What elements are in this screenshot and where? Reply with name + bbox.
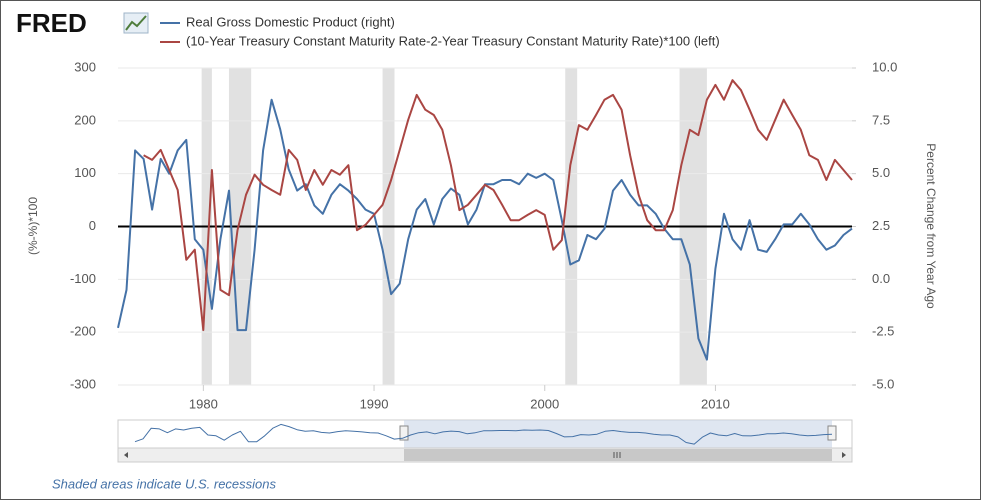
navigator-selection[interactable] — [404, 420, 832, 448]
y2-tick-label: 5.0 — [872, 165, 890, 180]
y-tick-label: -300 — [70, 376, 96, 391]
x-tick-label: 1980 — [189, 396, 218, 411]
y-tick-label: 200 — [74, 112, 96, 127]
x-tick-label: 2010 — [701, 396, 730, 411]
y2-tick-label: -5.0 — [872, 376, 894, 391]
scrollbar-grip — [613, 452, 621, 458]
navigator-line — [134, 423, 833, 445]
scroll-left[interactable] — [124, 452, 128, 458]
y2-tick-label: 10.0 — [872, 59, 897, 74]
logo: FRED — [16, 8, 87, 38]
navigator-handle[interactable] — [399, 425, 409, 441]
navigator-handle[interactable] — [827, 425, 837, 441]
y-tick-label: 300 — [74, 59, 96, 74]
navigator — [117, 419, 853, 463]
y-tick-label: -100 — [70, 271, 96, 286]
y2-tick-label: 0.0 — [872, 271, 890, 286]
y2-tick-label: -2.5 — [872, 324, 894, 339]
legend-label: (10-Year Treasury Constant Maturity Rate… — [186, 33, 720, 48]
logo-icon — [123, 12, 149, 34]
x-tick-label: 2000 — [530, 396, 559, 411]
series-line — [143, 79, 853, 332]
y-tick-label: -200 — [70, 324, 96, 339]
y-tick-label: 0 — [89, 218, 96, 233]
legend-label: Real Gross Domestic Product (right) — [186, 14, 395, 29]
y-axis-label: (%-%)*100 — [26, 197, 40, 255]
y-tick-label: 100 — [74, 165, 96, 180]
y2-tick-label: 2.5 — [872, 218, 890, 233]
y2-tick-label: 7.5 — [872, 112, 890, 127]
x-tick-label: 1990 — [360, 396, 389, 411]
footnote: Shaded areas indicate U.S. recessions — [52, 476, 277, 491]
scrollbar-thumb[interactable] — [404, 449, 832, 461]
scroll-right[interactable] — [842, 452, 846, 458]
y2-axis-label: Percent Change from Year Ago — [924, 143, 938, 309]
